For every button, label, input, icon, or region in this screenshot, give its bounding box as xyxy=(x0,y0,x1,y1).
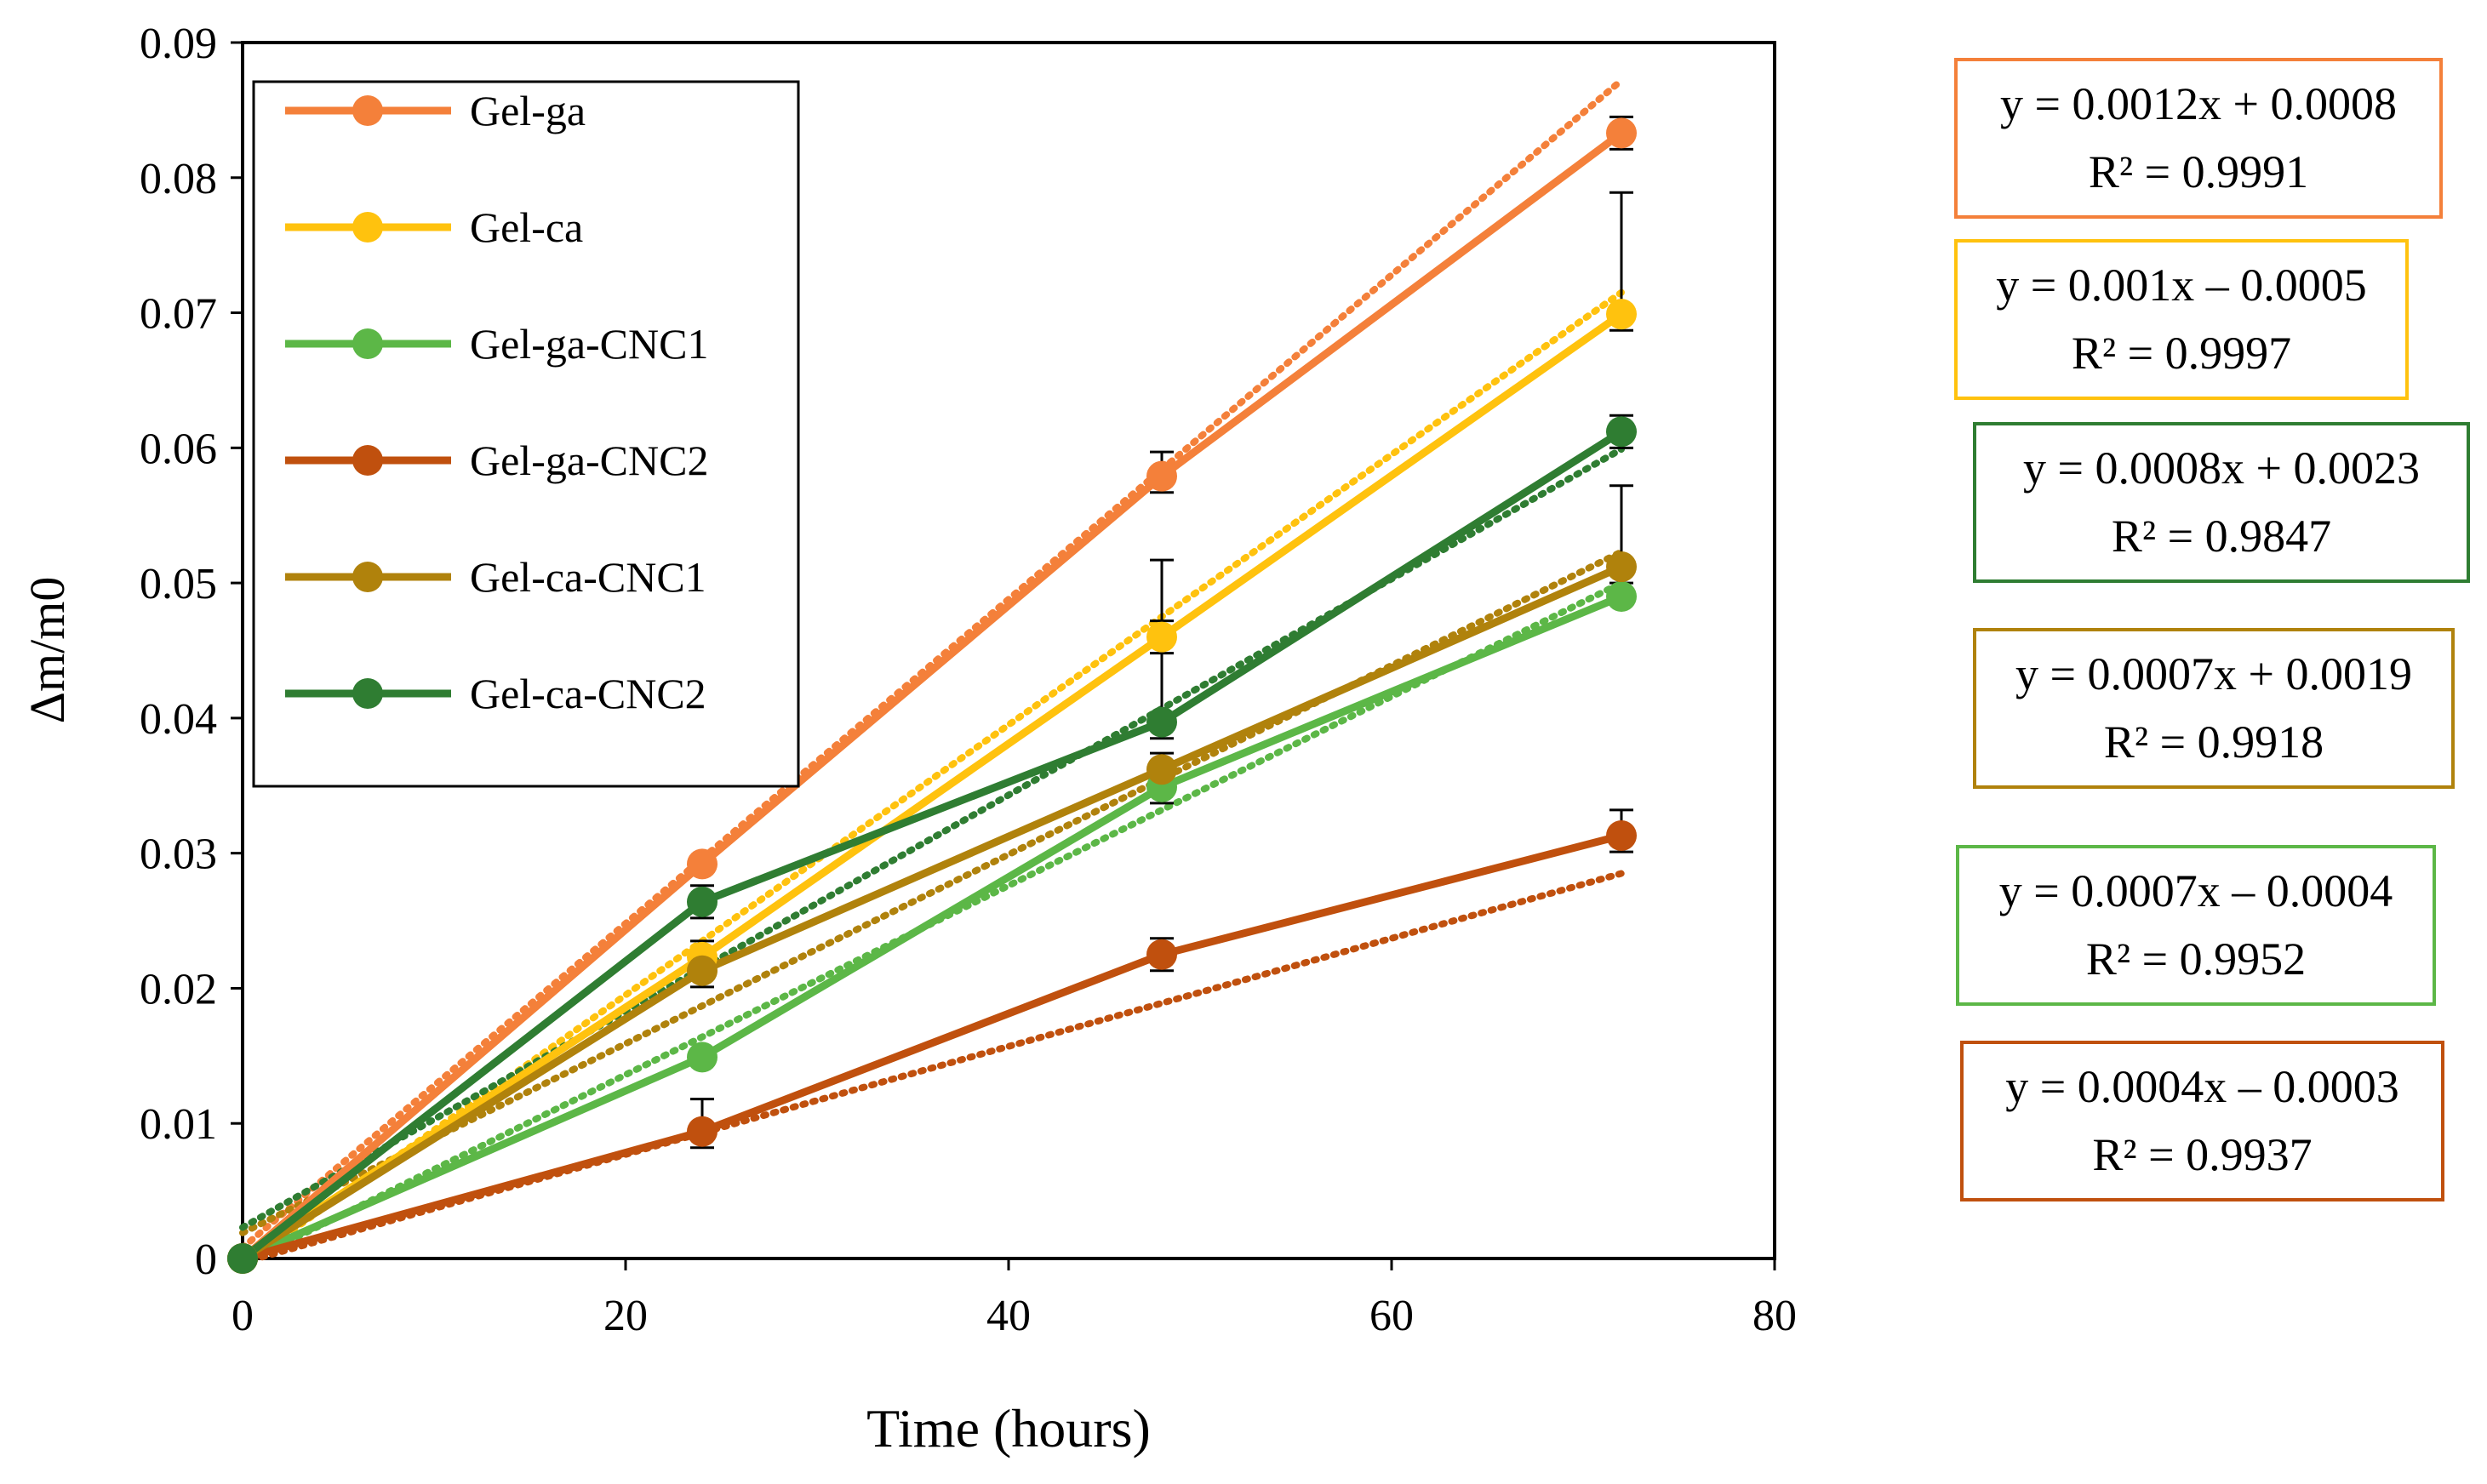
y-axis-title: Δm/m0 xyxy=(20,577,75,724)
data-point-gel-ga-cnc2 xyxy=(1146,939,1177,970)
trendline-equation: y = 0.0004x – 0.0003 xyxy=(2005,1061,2398,1112)
x-tick-label: 60 xyxy=(1369,1292,1414,1340)
legend-swatch-marker xyxy=(352,445,383,476)
legend-label: Gel-ca-CNC2 xyxy=(470,670,706,717)
data-point-gel-ca-cnc2 xyxy=(1146,706,1177,738)
trendline-r-squared: R² = 0.9991 xyxy=(2089,146,2308,197)
equation-box-frame xyxy=(1960,1041,2444,1201)
x-tick-label: 80 xyxy=(1752,1292,1797,1340)
trendline-equation: y = 0.001x – 0.0005 xyxy=(1996,260,2366,311)
equation-box-gel-ga-cnc1: y = 0.0007x – 0.0004 R² = 0.9952 xyxy=(1956,845,2436,1006)
y-tick-label: 0.09 xyxy=(140,20,217,68)
equation-box-gel-ca-cnc2: y = 0.0008x + 0.0023 R² = 0.9847 xyxy=(1973,422,2470,583)
trendline-r-squared: R² = 0.9952 xyxy=(2086,933,2306,985)
trendline-gel-ga xyxy=(239,77,1625,1252)
trendline-equation: y = 0.0007x – 0.0004 xyxy=(1999,865,2393,916)
data-point-gel-ca-cnc1 xyxy=(1146,754,1177,785)
trendline-gel-ca xyxy=(239,288,1625,1269)
legend-item-gel-ca: Gel-ca xyxy=(285,203,583,251)
data-points xyxy=(227,117,1637,1274)
data-point-gel-ca-cnc1 xyxy=(687,955,718,986)
legend-item-gel-ca-cnc1: Gel-ca-CNC1 xyxy=(285,553,706,601)
data-point-gel-ca-cnc1 xyxy=(1606,551,1637,583)
data-point-gel-ca-cnc2 xyxy=(1606,416,1637,448)
y-tick-label: 0.02 xyxy=(140,965,217,1013)
data-point-gel-ca xyxy=(1606,299,1637,330)
x-axis-title: Time (hours) xyxy=(866,1398,1151,1458)
y-tick-label: 0.06 xyxy=(140,425,217,473)
equation-box-gel-ca-cnc1: y = 0.0007x + 0.0019 R² = 0.9918 xyxy=(1973,628,2455,789)
legend-label: Gel-ca-CNC1 xyxy=(470,553,706,601)
legend-label: Gel-ca xyxy=(470,203,583,251)
trendline-r-squared: R² = 0.9997 xyxy=(2072,328,2291,379)
legend-swatch-marker xyxy=(352,95,383,126)
y-tick-label: 0.03 xyxy=(140,830,217,879)
x-tick-label: 20 xyxy=(603,1292,648,1340)
data-point-gel-ca xyxy=(1146,621,1177,653)
equation-box-frame xyxy=(1954,239,2409,400)
legend-item-gel-ga: Gel-ga xyxy=(285,87,586,134)
series-lines xyxy=(240,129,1624,1263)
y-axis: 0 0.01 0.02 0.03 0.04 0.05 0.06 0.07 0.08 0.09 xyxy=(140,20,243,1284)
series-line-gel-ca-cnc2 xyxy=(240,428,1624,1262)
legend-label: Gel-ga xyxy=(470,87,586,134)
trendline-equation: y = 0.0008x + 0.0023 xyxy=(2023,442,2420,494)
trendline-r-squared: R² = 0.9847 xyxy=(2112,511,2331,562)
equation-box-frame xyxy=(1956,845,2436,1006)
equation-box-frame xyxy=(1954,58,2443,219)
x-axis: 0 20 40 60 80 xyxy=(232,1259,1797,1340)
equation-box-frame xyxy=(1973,422,2470,583)
legend-item-gel-ca-cnc2: Gel-ca-CNC2 xyxy=(285,670,706,717)
y-tick-label: 0.04 xyxy=(140,695,217,744)
trendline-equation: y = 0.0012x + 0.0008 xyxy=(2000,78,2397,129)
data-point-gel-ga xyxy=(1146,460,1177,492)
data-point-gel-ga-cnc1 xyxy=(1606,580,1637,612)
data-point-gel-ga-cnc2 xyxy=(1606,820,1637,852)
series-line-gel-ca-cnc1 xyxy=(240,562,1623,1262)
y-tick-label: 0 xyxy=(195,1236,217,1284)
legend-item-gel-ga-cnc2: Gel-ga-CNC2 xyxy=(285,437,709,484)
series-line-gel-ga xyxy=(240,129,1624,1262)
x-tick-label: 0 xyxy=(232,1292,254,1340)
series-line-gel-ca xyxy=(240,311,1624,1262)
trendline-r-squared: R² = 0.9918 xyxy=(2104,716,2324,768)
legend-item-gel-ga-cnc1: Gel-ga-CNC1 xyxy=(285,320,709,368)
trendline-r-squared: R² = 0.9937 xyxy=(2092,1129,2312,1180)
y-tick-label: 0.01 xyxy=(140,1100,217,1149)
data-point-gel-ga-cnc1 xyxy=(687,1042,718,1073)
legend-swatch-marker xyxy=(352,328,383,359)
data-point-gel-ca-cnc2 xyxy=(227,1243,258,1274)
legend-swatch-marker xyxy=(352,212,383,243)
equation-box-gel-ga-cnc2: y = 0.0004x – 0.0003 R² = 0.9937 xyxy=(1960,1041,2444,1201)
data-point-gel-ga xyxy=(687,848,718,880)
y-tick-label: 0.08 xyxy=(140,155,217,203)
series-line-gel-ga-cnc2 xyxy=(241,831,1623,1263)
equation-box-gel-ga: y = 0.0012x + 0.0008 R² = 0.9991 xyxy=(1954,58,2443,219)
legend-box xyxy=(252,80,800,788)
equation-box-gel-ca: y = 0.001x – 0.0005 R² = 0.9997 xyxy=(1954,239,2409,400)
trendline-equation: y = 0.0007x + 0.0019 xyxy=(2015,648,2412,699)
data-point-gel-ca-cnc2 xyxy=(687,886,718,917)
legend-label: Gel-ga-CNC1 xyxy=(470,320,709,368)
equation-box-frame xyxy=(1973,628,2455,789)
legend-label: Gel-ga-CNC2 xyxy=(470,437,709,484)
legend: Gel-ga Gel-ca Gel-ga-CNC1 Gel-ga-CNC2 Gel-ca… xyxy=(252,80,800,788)
y-tick-label: 0.07 xyxy=(140,290,217,339)
x-tick-label: 40 xyxy=(986,1292,1031,1340)
y-tick-label: 0.05 xyxy=(140,560,217,608)
data-point-gel-ga xyxy=(1606,117,1637,149)
series-line-gel-ga-cnc1 xyxy=(241,592,1623,1263)
legend-swatch-marker xyxy=(352,678,383,709)
data-point-gel-ga-cnc2 xyxy=(687,1116,718,1147)
legend-swatch-marker xyxy=(352,562,383,592)
